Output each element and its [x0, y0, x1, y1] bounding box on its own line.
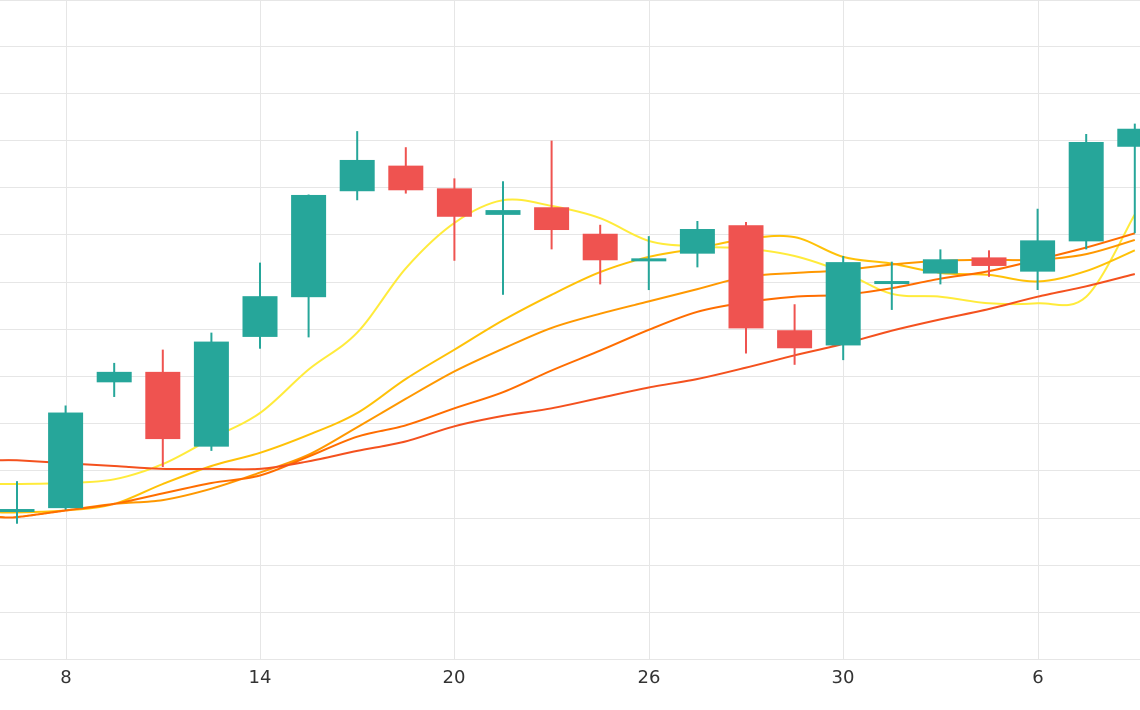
candle — [922, 249, 958, 285]
x-axis: 8 14 20 26 30 6 — [60, 667, 1043, 688]
x-tick-label: 30 — [832, 667, 855, 688]
candle-body — [242, 296, 278, 337]
candle — [242, 262, 278, 349]
candle-body — [679, 229, 715, 254]
candle-body — [631, 258, 667, 262]
candle — [0, 481, 35, 524]
candle-body — [48, 412, 84, 509]
candle — [1068, 133, 1104, 250]
candle — [388, 147, 424, 194]
candle-body — [534, 207, 570, 231]
moving-average-lines — [0, 198, 1136, 519]
candle-body — [388, 165, 424, 191]
candle — [728, 221, 764, 354]
candle-body — [922, 259, 958, 274]
grid — [0, 0, 1140, 660]
candle — [485, 181, 521, 295]
candle — [679, 221, 715, 268]
candle — [291, 194, 327, 338]
candle-body — [339, 159, 375, 192]
candles — [0, 123, 1140, 524]
candle-body — [291, 194, 327, 298]
candle — [1020, 208, 1056, 291]
x-tick-label: 6 — [1032, 667, 1043, 688]
candle — [48, 405, 84, 510]
candle — [971, 250, 1007, 277]
candle-body — [825, 262, 861, 346]
x-tick-label: 8 — [60, 667, 71, 688]
candle-body — [582, 233, 618, 261]
candle-body — [96, 371, 132, 383]
candle — [193, 332, 229, 451]
candle — [145, 349, 181, 467]
moving-average-line-5 — [0, 273, 1136, 471]
x-tick-label: 26 — [638, 667, 661, 688]
x-tick-label: 14 — [249, 667, 272, 688]
candle-body — [777, 330, 813, 349]
candle — [339, 131, 375, 201]
candle — [96, 362, 132, 397]
candle — [777, 304, 813, 365]
candle — [631, 236, 667, 291]
candle-body — [1020, 240, 1056, 272]
candle-body — [485, 210, 521, 215]
candle-body — [728, 225, 764, 329]
candle-body — [971, 257, 1007, 266]
candle-body — [145, 371, 181, 440]
candle-body — [0, 509, 35, 513]
candle-body — [1068, 141, 1104, 242]
candle — [1117, 123, 1140, 234]
candle-body — [193, 341, 229, 447]
candle — [582, 224, 618, 285]
candle-body — [436, 188, 472, 217]
candle — [825, 256, 861, 361]
candle — [436, 178, 472, 261]
candle — [874, 261, 910, 310]
candle-body — [1117, 128, 1140, 147]
candle-body — [874, 281, 910, 285]
candle — [534, 140, 570, 250]
x-tick-label: 20 — [443, 667, 466, 688]
moving-average-line-1 — [0, 198, 1136, 486]
